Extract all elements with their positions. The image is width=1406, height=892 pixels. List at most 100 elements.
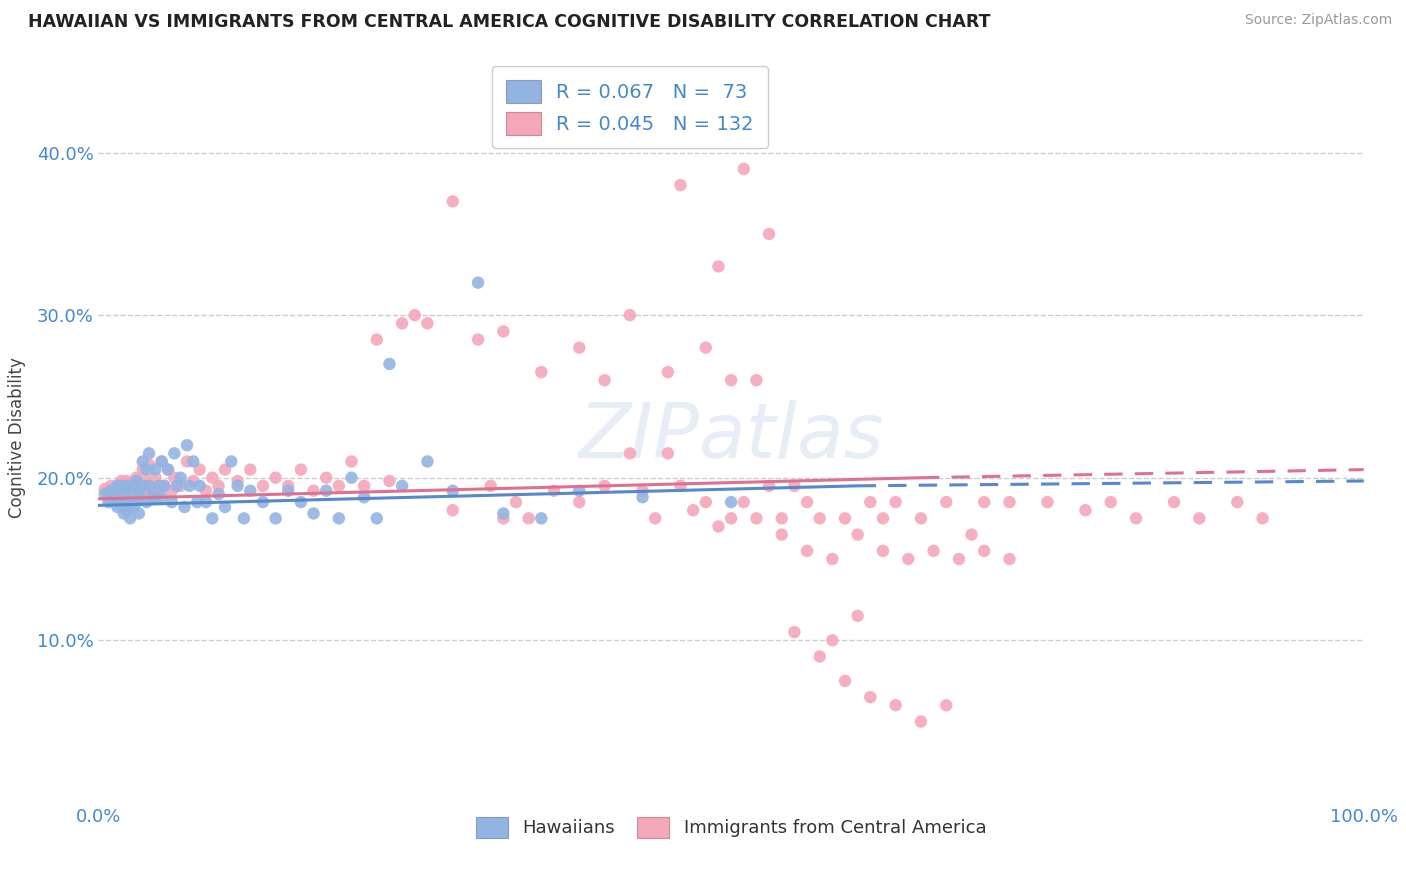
Point bbox=[115, 479, 138, 493]
Point bbox=[128, 507, 150, 521]
Point bbox=[631, 490, 654, 504]
Point bbox=[277, 483, 299, 498]
Point bbox=[145, 490, 166, 504]
Point bbox=[157, 462, 180, 476]
Point bbox=[107, 479, 129, 493]
Point bbox=[340, 471, 363, 485]
Point bbox=[783, 479, 806, 493]
Point bbox=[669, 479, 692, 493]
Point bbox=[758, 479, 780, 493]
Y-axis label: Cognitive Disability: Cognitive Disability bbox=[7, 357, 25, 517]
Point bbox=[135, 462, 157, 476]
Point bbox=[998, 552, 1021, 566]
Point bbox=[163, 446, 186, 460]
Point bbox=[568, 495, 591, 509]
Point bbox=[132, 462, 155, 476]
Point bbox=[160, 495, 183, 509]
Point bbox=[960, 527, 983, 541]
Point bbox=[808, 511, 831, 525]
Point bbox=[150, 454, 173, 468]
Point bbox=[120, 495, 141, 509]
Point bbox=[745, 373, 768, 387]
Point bbox=[100, 479, 122, 493]
Point bbox=[391, 479, 413, 493]
Point bbox=[219, 454, 243, 468]
Point bbox=[176, 438, 198, 452]
Point bbox=[93, 482, 117, 496]
Point bbox=[186, 495, 208, 509]
Point bbox=[517, 511, 540, 525]
Point bbox=[122, 479, 145, 493]
Point bbox=[657, 365, 679, 379]
Point bbox=[707, 260, 730, 274]
Point bbox=[821, 633, 844, 648]
Point bbox=[973, 544, 995, 558]
Point bbox=[543, 483, 565, 498]
Point bbox=[568, 341, 591, 355]
Point bbox=[897, 552, 920, 566]
Point bbox=[264, 471, 287, 485]
Point bbox=[141, 479, 163, 493]
Point bbox=[973, 495, 995, 509]
Point bbox=[120, 479, 141, 493]
Point bbox=[619, 308, 641, 322]
Point bbox=[135, 474, 157, 488]
Point bbox=[201, 471, 224, 485]
Point bbox=[103, 487, 125, 501]
Point bbox=[441, 503, 464, 517]
Point bbox=[153, 479, 176, 493]
Point bbox=[644, 511, 666, 525]
Point bbox=[97, 495, 120, 509]
Point bbox=[1163, 495, 1185, 509]
Point bbox=[1125, 511, 1147, 525]
Point bbox=[340, 454, 363, 468]
Point bbox=[467, 276, 489, 290]
Point bbox=[138, 487, 160, 501]
Point bbox=[128, 487, 150, 501]
Point bbox=[138, 446, 160, 460]
Point bbox=[122, 500, 145, 514]
Point bbox=[148, 479, 170, 493]
Point bbox=[169, 471, 191, 485]
Point bbox=[194, 495, 218, 509]
Point bbox=[505, 495, 527, 509]
Point bbox=[150, 490, 173, 504]
Point bbox=[208, 479, 231, 493]
Point bbox=[935, 698, 957, 713]
Point bbox=[315, 471, 337, 485]
Point bbox=[682, 503, 704, 517]
Text: HAWAIIAN VS IMMIGRANTS FROM CENTRAL AMERICA COGNITIVE DISABILITY CORRELATION CHA: HAWAIIAN VS IMMIGRANTS FROM CENTRAL AMER… bbox=[28, 13, 991, 31]
Point bbox=[492, 507, 515, 521]
Point bbox=[125, 495, 148, 509]
Point bbox=[93, 487, 117, 501]
Point bbox=[112, 507, 135, 521]
Point bbox=[770, 511, 793, 525]
Point bbox=[378, 474, 401, 488]
Point bbox=[166, 479, 188, 493]
Point bbox=[758, 227, 780, 241]
Point bbox=[153, 479, 176, 493]
Point bbox=[128, 479, 150, 493]
Point bbox=[391, 316, 413, 330]
Point bbox=[145, 462, 166, 476]
Point bbox=[315, 483, 337, 498]
Point bbox=[163, 471, 186, 485]
Point bbox=[110, 490, 132, 504]
Point bbox=[783, 625, 806, 640]
Point bbox=[208, 487, 231, 501]
Point bbox=[233, 511, 256, 525]
Point bbox=[252, 495, 274, 509]
Point bbox=[183, 454, 205, 468]
Text: ZIPatlas: ZIPatlas bbox=[578, 401, 884, 474]
Point bbox=[720, 511, 742, 525]
Point bbox=[821, 552, 844, 566]
Point bbox=[619, 446, 641, 460]
Point bbox=[834, 511, 856, 525]
Point bbox=[568, 483, 591, 498]
Point bbox=[103, 490, 125, 504]
Point bbox=[530, 511, 553, 525]
Point bbox=[416, 316, 439, 330]
Point bbox=[302, 507, 325, 521]
Point bbox=[733, 161, 755, 176]
Point bbox=[115, 474, 138, 488]
